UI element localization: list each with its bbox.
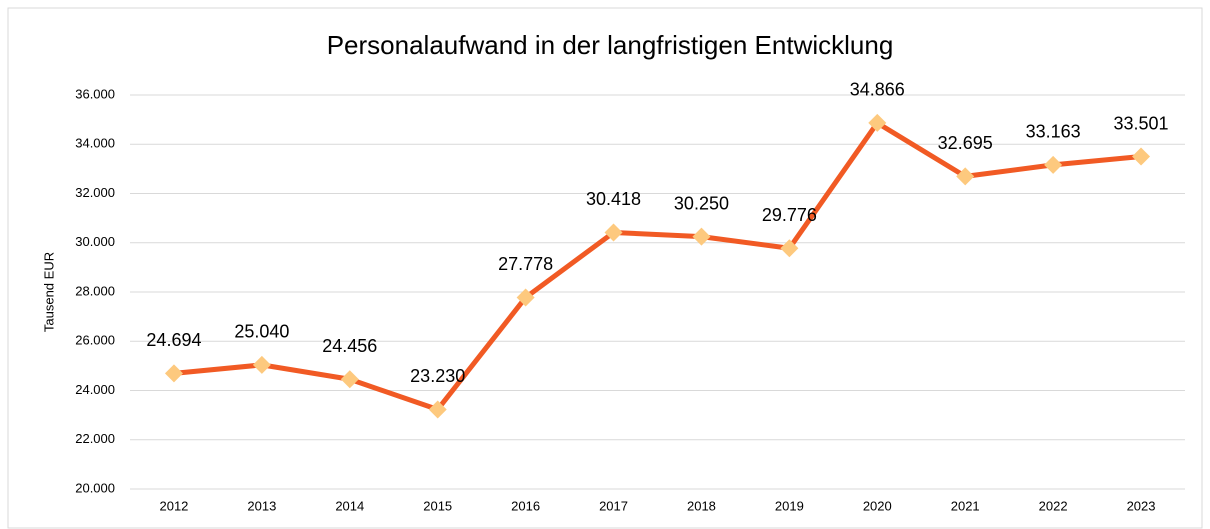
x-tick-label: 2014 bbox=[335, 498, 364, 513]
data-label: 29.776 bbox=[762, 205, 817, 225]
y-tick-label: 36.000 bbox=[75, 86, 115, 101]
data-label: 30.250 bbox=[674, 193, 729, 213]
y-tick-label: 20.000 bbox=[75, 480, 115, 495]
data-label: 24.694 bbox=[146, 330, 201, 350]
data-label: 24.456 bbox=[322, 336, 377, 356]
data-label: 25.040 bbox=[234, 322, 289, 342]
y-tick-label: 22.000 bbox=[75, 431, 115, 446]
line bbox=[173, 120, 1142, 412]
y-tick-label: 30.000 bbox=[75, 234, 115, 249]
x-tick-label: 2021 bbox=[951, 498, 980, 513]
marker bbox=[164, 364, 183, 383]
y-tick-label: 24.000 bbox=[75, 382, 115, 397]
data-label: 32.695 bbox=[938, 133, 993, 153]
x-tick-label: 2016 bbox=[511, 498, 540, 513]
y-tick-label: 34.000 bbox=[75, 136, 115, 151]
x-tick-label: 2017 bbox=[599, 498, 628, 513]
x-tick-label: 2020 bbox=[863, 498, 892, 513]
chart-border bbox=[7, 7, 1203, 529]
marker bbox=[428, 400, 447, 419]
x-tick-label: 2013 bbox=[247, 498, 276, 513]
data-label: 23.230 bbox=[410, 366, 465, 386]
y-tick-label: 26.000 bbox=[75, 333, 115, 348]
marker bbox=[780, 239, 799, 258]
y-axis-label: Tausend EUR bbox=[41, 252, 56, 332]
y-tick-label: 28.000 bbox=[75, 283, 115, 298]
marker bbox=[340, 370, 359, 389]
x-tick-label: 2018 bbox=[687, 498, 716, 513]
marker bbox=[604, 223, 623, 242]
marker bbox=[516, 288, 535, 307]
data-label: 30.418 bbox=[586, 189, 641, 209]
x-tick-label: 2023 bbox=[1127, 498, 1156, 513]
marker bbox=[956, 167, 975, 186]
y-tick-label: 32.000 bbox=[75, 185, 115, 200]
x-tick-label: 2012 bbox=[159, 498, 188, 513]
data-label: 33.501 bbox=[1114, 113, 1169, 133]
marker bbox=[252, 355, 271, 374]
marker bbox=[692, 227, 711, 246]
chart-title: Personalaufwand in der langfristigen Ent… bbox=[327, 30, 894, 60]
x-tick-label: 2022 bbox=[1039, 498, 1068, 513]
data-label: 33.163 bbox=[1026, 122, 1081, 142]
data-label: 27.778 bbox=[498, 254, 553, 274]
marker bbox=[868, 113, 887, 132]
marker bbox=[1132, 147, 1151, 166]
x-tick-label: 2019 bbox=[775, 498, 804, 513]
x-tick-label: 2015 bbox=[423, 498, 452, 513]
data-label: 34.866 bbox=[850, 80, 905, 100]
marker bbox=[1044, 155, 1063, 174]
